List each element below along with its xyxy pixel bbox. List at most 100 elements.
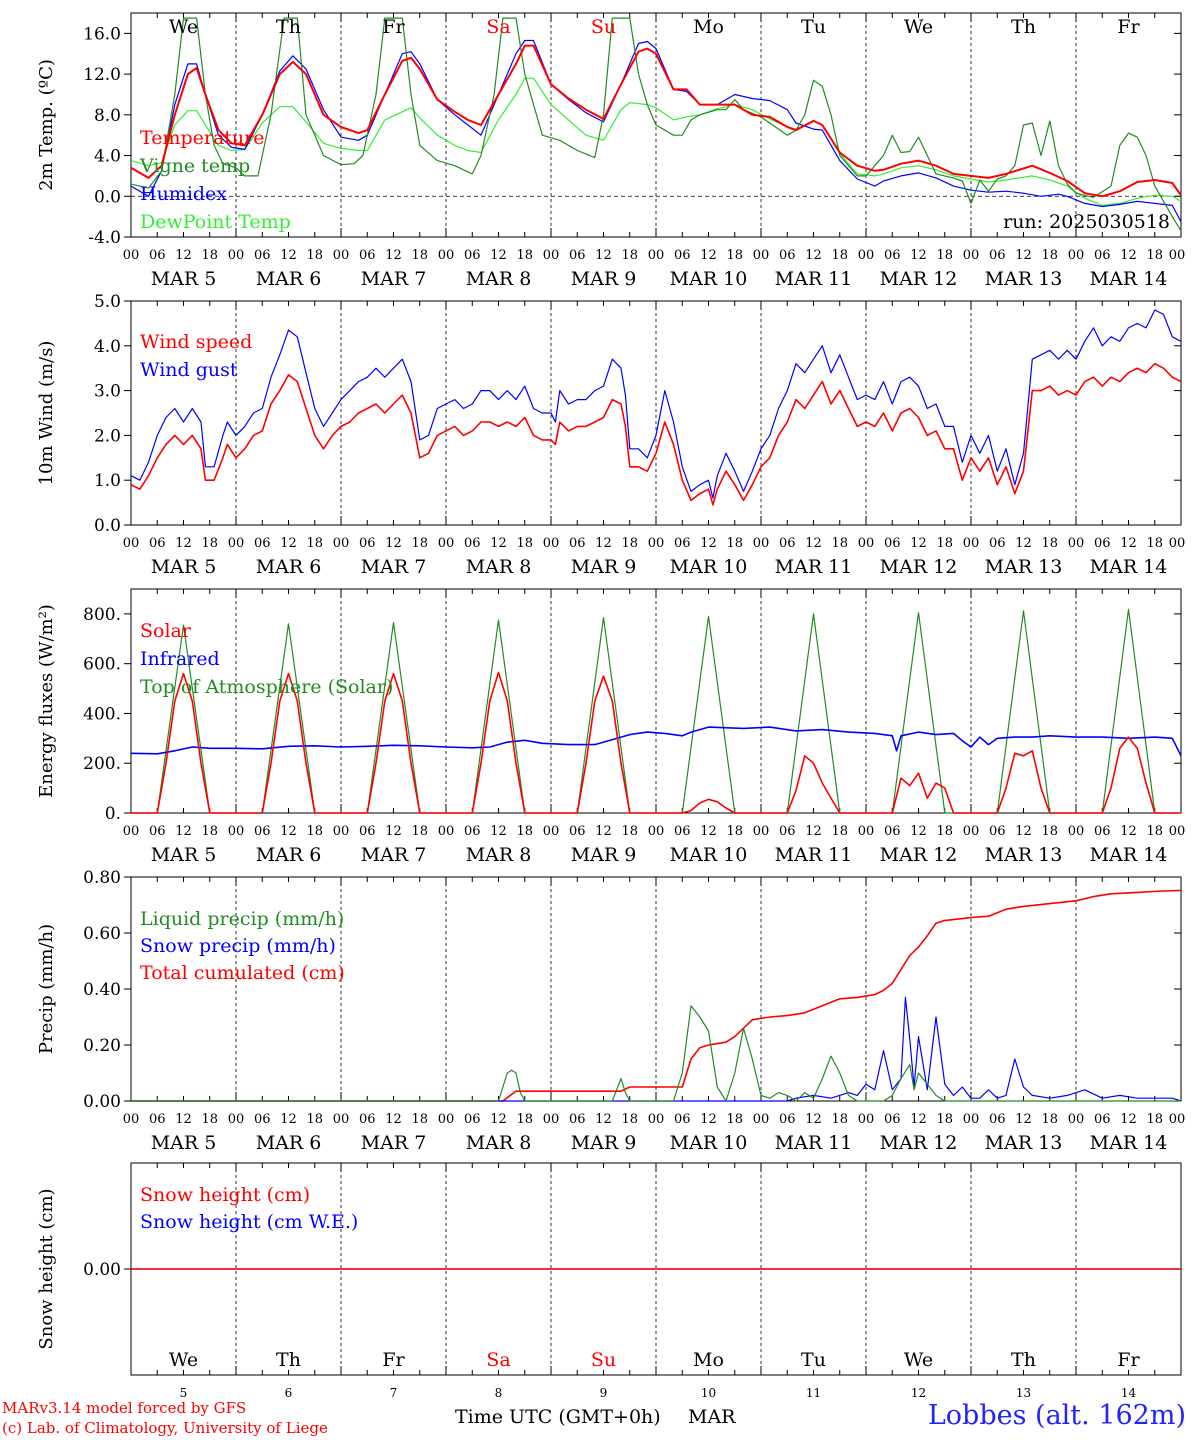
- weekday-label: We: [904, 1349, 933, 1371]
- y-tick-label: 0.40: [83, 980, 121, 1000]
- y-tick-label: 600.: [83, 655, 121, 675]
- date-label: MAR 13: [985, 1132, 1063, 1154]
- x-tick-label: 18: [306, 536, 323, 551]
- x-tick-label: 06: [569, 1112, 586, 1127]
- x-tick-label: 18: [726, 1112, 743, 1127]
- series-line-wind-speed: [130, 362, 1182, 506]
- x-tick-label: 12: [280, 824, 297, 839]
- date-label: MAR 14: [1090, 1132, 1168, 1154]
- weekday-label: Fr: [382, 16, 405, 38]
- x-tick-label: 12: [175, 824, 192, 839]
- x-tick-label: 00: [753, 248, 770, 263]
- x-tick-label: 12: [175, 248, 192, 263]
- date-label: MAR 14: [1090, 844, 1168, 866]
- x-tick-label: 12: [1015, 824, 1032, 839]
- date-label: MAR 14: [1090, 268, 1168, 290]
- x-tick-label: 12: [595, 248, 612, 263]
- x-tick-label: 06: [989, 824, 1006, 839]
- date-label: MAR 5: [151, 268, 217, 290]
- x-tick-label: 00: [1068, 824, 1085, 839]
- y-axis-title: Precip (mm/h): [36, 924, 57, 1054]
- x-tick-label: 00: [963, 248, 980, 263]
- x-tick-label: 06: [569, 824, 586, 839]
- x-tick-label: 12: [385, 248, 402, 263]
- x-tick-label: 00: [858, 824, 875, 839]
- model-credit: MARv3.14 model forced by GFS: [2, 1399, 247, 1417]
- x-tick-label: 00: [438, 824, 455, 839]
- x-tick-label: 06: [674, 248, 691, 263]
- x-tick-label: 18: [516, 536, 533, 551]
- y-tick-label: 16.0: [83, 24, 121, 44]
- x-tick-label: 06: [884, 1112, 901, 1127]
- x-tick-label: 00: [1068, 248, 1085, 263]
- x-tick-label: 00: [333, 824, 350, 839]
- x-tick-label: 12: [910, 1112, 927, 1127]
- x-tick-label: 00: [543, 536, 560, 551]
- x-tick-label: 06: [464, 248, 481, 263]
- date-label: MAR 6: [256, 844, 322, 866]
- y-axis-title: 2m Temp. (ºC): [36, 59, 57, 191]
- weekday-label: Th: [276, 1349, 301, 1371]
- x-tick-label: 00: [123, 1112, 140, 1127]
- x-tick-label: 18: [1041, 536, 1058, 551]
- x-tick-label: 06: [674, 1112, 691, 1127]
- x-tick-label: 00: [228, 1112, 245, 1127]
- day-number-label: 12: [911, 1386, 926, 1400]
- y-tick-label: 0.80: [83, 868, 121, 888]
- date-label: MAR 13: [985, 556, 1063, 578]
- date-label: MAR 5: [151, 844, 217, 866]
- series-line-wind-gust: [130, 309, 1182, 499]
- weekday-label: Fr: [382, 1349, 405, 1371]
- x-tick-label: 18: [411, 1112, 428, 1127]
- weekday-label: Th: [1011, 16, 1036, 38]
- x-tick-label: 00: [228, 248, 245, 263]
- x-tick-label: 12: [595, 824, 612, 839]
- x-tick-label: 06: [149, 1112, 166, 1127]
- x-tick-label: 00: [438, 536, 455, 551]
- x-tick-label: 00: [648, 824, 665, 839]
- series-line-vigne-temp: [130, 17, 1182, 232]
- day-number-label: 5: [180, 1386, 188, 1400]
- date-label: MAR 10: [670, 844, 748, 866]
- x-tick-label: 18: [621, 536, 638, 551]
- x-tick-label: 12: [910, 248, 927, 263]
- x-tick-label: 00: [1169, 248, 1186, 263]
- x-tick-label: 18: [516, 248, 533, 263]
- date-label: MAR 8: [466, 844, 532, 866]
- legend-entry: Humidex: [140, 183, 227, 205]
- x-tick-label: 00: [648, 248, 665, 263]
- x-tick-label: 18: [411, 824, 428, 839]
- x-tick-label: 18: [411, 248, 428, 263]
- x-tick-label: 00: [858, 248, 875, 263]
- series-line-humidex: [130, 39, 1182, 222]
- x-tick-label: 18: [1146, 248, 1163, 263]
- x-tick-label: 06: [254, 536, 271, 551]
- x-tick-label: 06: [464, 1112, 481, 1127]
- date-label: MAR 10: [670, 556, 748, 578]
- date-label: MAR 11: [775, 844, 853, 866]
- y-tick-label: 0.: [105, 804, 121, 824]
- x-tick-label: 18: [831, 248, 848, 263]
- x-tick-label: 18: [831, 824, 848, 839]
- x-tick-label: 18: [1146, 824, 1163, 839]
- legend-entry: Solar: [140, 620, 192, 642]
- y-tick-label: 0.0: [94, 516, 121, 536]
- legend-entry: Wind gust: [140, 359, 238, 381]
- x-tick-label: 18: [621, 824, 638, 839]
- date-label: MAR 13: [985, 268, 1063, 290]
- y-tick-label: 1.0: [94, 471, 121, 491]
- x-tick-label: 06: [989, 248, 1006, 263]
- x-tick-label: 12: [700, 536, 717, 551]
- weekday-label: We: [169, 16, 198, 38]
- x-tick-label: 12: [1015, 536, 1032, 551]
- date-label: MAR 9: [571, 556, 637, 578]
- date-label: MAR 9: [571, 844, 637, 866]
- date-label: MAR 7: [361, 1132, 427, 1154]
- date-label: MAR 10: [670, 1132, 748, 1154]
- day-number-label: 11: [806, 1386, 821, 1400]
- weekday-label: We: [904, 16, 933, 38]
- x-tick-label: 00: [1068, 536, 1085, 551]
- legend-entry: Vigne temp: [139, 155, 250, 177]
- weekday-label: Su: [591, 16, 616, 38]
- x-tick-label: 18: [306, 824, 323, 839]
